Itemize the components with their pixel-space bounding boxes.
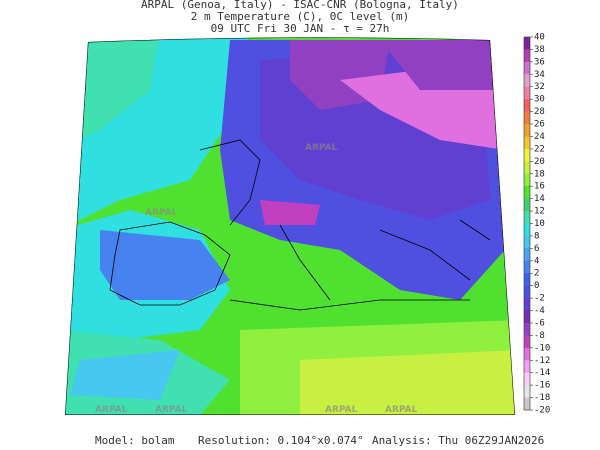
watermark: ARPAL (385, 405, 418, 415)
colorbar-label: 6 (534, 244, 539, 254)
colorbar-label: 28 (534, 107, 545, 117)
colorbar-swatch (524, 99, 530, 112)
colorbar-label: -18 (534, 393, 550, 403)
colorbar-swatch (524, 223, 530, 237)
colorbar-swatch (524, 111, 530, 125)
watermark: ARPAL (325, 405, 358, 415)
colorbar-label: 40 (534, 33, 545, 43)
colorbar-swatch (524, 37, 530, 50)
colorbar-swatch (524, 198, 530, 212)
colorbar-label: -6 (534, 318, 545, 328)
colorbar-swatch (524, 322, 530, 336)
colorbar-label: 24 (534, 132, 545, 142)
colorbar-label: 30 (534, 95, 545, 105)
watermarks: ARPAL ARPAL ARPAL ARPAL ARPAL ARPAL (95, 143, 418, 415)
colorbar-swatch (524, 385, 530, 398)
colorbar-label: 22 (534, 144, 545, 154)
colorbar-label: -10 (534, 343, 550, 353)
colorbar: 4038363432302826242220181614121086420-2-… (523, 33, 550, 416)
colorbar-swatch (524, 173, 530, 187)
colorbar-swatch (524, 186, 530, 199)
colorbar-label: 32 (534, 82, 545, 92)
colorbar-label: 34 (534, 70, 545, 80)
watermark: ARPAL (145, 208, 178, 218)
watermark: ARPAL (95, 405, 128, 415)
colorbar-swatch (524, 260, 530, 274)
colorbar-label: 2 (534, 269, 539, 279)
colorbar-label: 16 (534, 182, 545, 192)
colorbar-label: 26 (534, 120, 545, 130)
colorbar-label: 18 (534, 169, 545, 179)
header-line: 2 m Temperature (C), 0C level (m) (191, 10, 410, 23)
colorbar-label: -8 (534, 331, 545, 341)
colorbar-label: -12 (534, 356, 550, 366)
watermark: ARPAL (305, 143, 338, 153)
colorbar-label: -14 (534, 368, 550, 378)
colorbar-label: 36 (534, 57, 545, 67)
colorbar-swatch (524, 86, 530, 100)
colorbar-swatch (524, 136, 530, 150)
colorbar-label: 20 (534, 157, 545, 167)
colorbar-swatch (524, 61, 530, 75)
footer-resolution: Resolution: 0.104°x0.074° (198, 434, 364, 447)
header-line: 09 UTC Fri 30 JAN - τ = 27h (211, 22, 390, 35)
colorbar-swatch (524, 74, 530, 88)
colorbar-swatch (524, 211, 530, 224)
colorbar-swatch (524, 148, 530, 162)
colorbar-swatch (524, 124, 530, 137)
colorbar-swatch (524, 347, 530, 361)
colorbar-swatch (524, 285, 530, 299)
colorbar-label: 8 (534, 231, 539, 241)
header-line: ARPAL (Genoa, Italy) - ISAC-CNR (Bologna… (141, 0, 459, 11)
colorbar-label: 10 (534, 219, 545, 229)
colorbar-label: -2 (534, 294, 545, 304)
colorbar-label: -4 (534, 306, 545, 316)
colorbar-swatch (524, 161, 530, 175)
footer-model: Model: bolam (95, 434, 175, 447)
colorbar-swatch (524, 335, 530, 349)
colorbar-swatch (524, 49, 530, 63)
colorbar-label: 4 (534, 256, 539, 266)
colorbar-swatch (524, 397, 530, 411)
colorbar-label: -20 (534, 406, 550, 416)
colorbar-label: 12 (534, 207, 545, 217)
colorbar-swatch (524, 310, 530, 324)
colorbar-label: -16 (534, 381, 550, 391)
colorbar-swatch (524, 248, 530, 262)
footer-analysis: Analysis: Thu 06Z29JAN2026 (372, 434, 544, 447)
colorbar-swatch (524, 235, 530, 249)
colorbar-swatch (524, 372, 530, 386)
colorbar-swatch (524, 298, 530, 311)
map (65, 37, 515, 416)
watermark: ARPAL (155, 405, 188, 415)
colorbar-label: 38 (534, 45, 545, 55)
colorbar-swatch (524, 360, 530, 373)
colorbar-label: 14 (534, 194, 545, 204)
colorbar-swatch (524, 273, 530, 286)
colorbar-label: 0 (534, 281, 539, 291)
